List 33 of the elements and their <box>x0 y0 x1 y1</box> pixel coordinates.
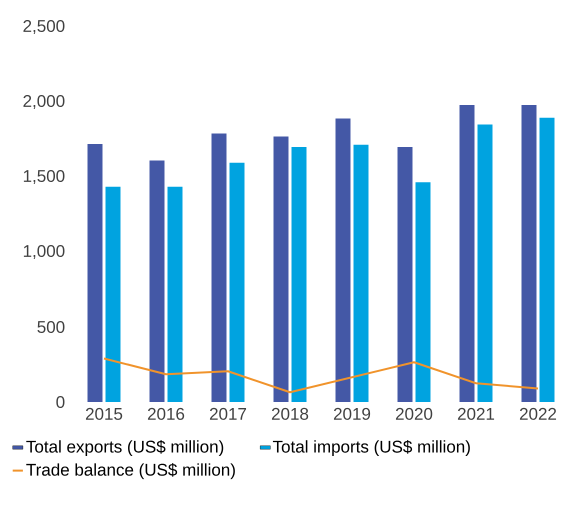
bar <box>460 104 474 402</box>
bar <box>106 186 120 402</box>
bar <box>292 146 306 402</box>
x-tick-label: 2021 <box>458 408 494 420</box>
bar <box>336 118 350 402</box>
bar <box>478 124 492 402</box>
legend-label: Total exports (US$ million) <box>26 440 224 456</box>
x-tick-label: 2016 <box>148 408 184 420</box>
x-tick-label: 2020 <box>396 408 432 420</box>
x-tick-label: 2022 <box>520 408 556 420</box>
bar <box>354 144 368 402</box>
y-tick-label: 2,000 <box>23 94 64 110</box>
x-tick-label: 2019 <box>334 408 370 420</box>
x-tick-label: 2018 <box>272 408 308 420</box>
bar <box>168 186 182 402</box>
y-tick-label: 0 <box>56 396 64 408</box>
bar <box>212 133 226 402</box>
x-tick-label: 2015 <box>86 408 122 420</box>
bar <box>398 146 412 402</box>
legend-label: Total imports (US$ million) <box>272 440 470 456</box>
bar <box>88 144 102 402</box>
bar <box>540 118 554 402</box>
y-tick-label: 1,000 <box>24 244 64 260</box>
bar <box>150 160 164 402</box>
y-tick-label: 500 <box>37 320 64 334</box>
bar <box>230 162 244 402</box>
x-tick-label: 2017 <box>210 408 246 420</box>
y-tick-label: 2,500 <box>23 20 64 34</box>
legend-label: Trade balance (US$ million) <box>26 463 235 480</box>
y-tick-label: 1,500 <box>24 170 64 184</box>
bar <box>274 136 288 402</box>
bar <box>416 182 430 402</box>
bar <box>521 104 536 402</box>
